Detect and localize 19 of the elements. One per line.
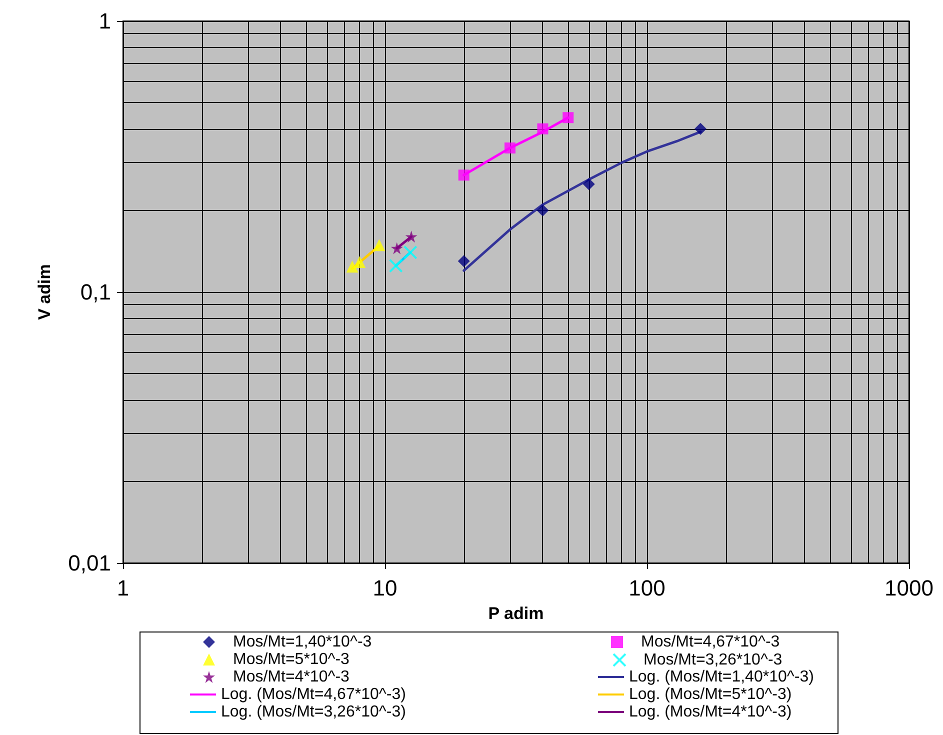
legend-label: Mos/Mt=4,67*10^-3 (641, 634, 780, 650)
legend-label: Log. (Mos/Mt=4*10^-3) (629, 704, 792, 720)
y-tick-label: 1 (98, 8, 111, 34)
x-axis-title: P adim (488, 604, 544, 623)
legend-label: Mos/Mt=1,40*10^-3 (233, 634, 372, 650)
x-tick-label: 100 (628, 576, 666, 600)
legend-label: Log. (Mos/Mt=5*10^-3) (629, 686, 792, 703)
y-tick-label: 0,1 (80, 280, 111, 304)
x-tick-label: 1000 (884, 576, 934, 600)
x-tick-label: 10 (372, 576, 398, 600)
x-tick-label: 1 (116, 576, 130, 600)
legend-label: Log. (Mos/Mt=4,67*10^-3) (221, 686, 406, 703)
legend-label: Log. (Mos/Mt=1,40*10^-3) (629, 668, 814, 686)
y-axis-title: V adim (35, 264, 54, 320)
legend-label: Log. (Mos/Mt=3,26*10^-3) (221, 704, 406, 720)
legend-label: Mos/Mt=3,26*10^-3 (644, 652, 782, 668)
legend-label: Mos/Mt=4*10^-3 (233, 668, 350, 686)
legend-label: Mos/Mt=5*10^-3 (233, 651, 350, 668)
y-tick-label: 0,01 (68, 550, 111, 576)
